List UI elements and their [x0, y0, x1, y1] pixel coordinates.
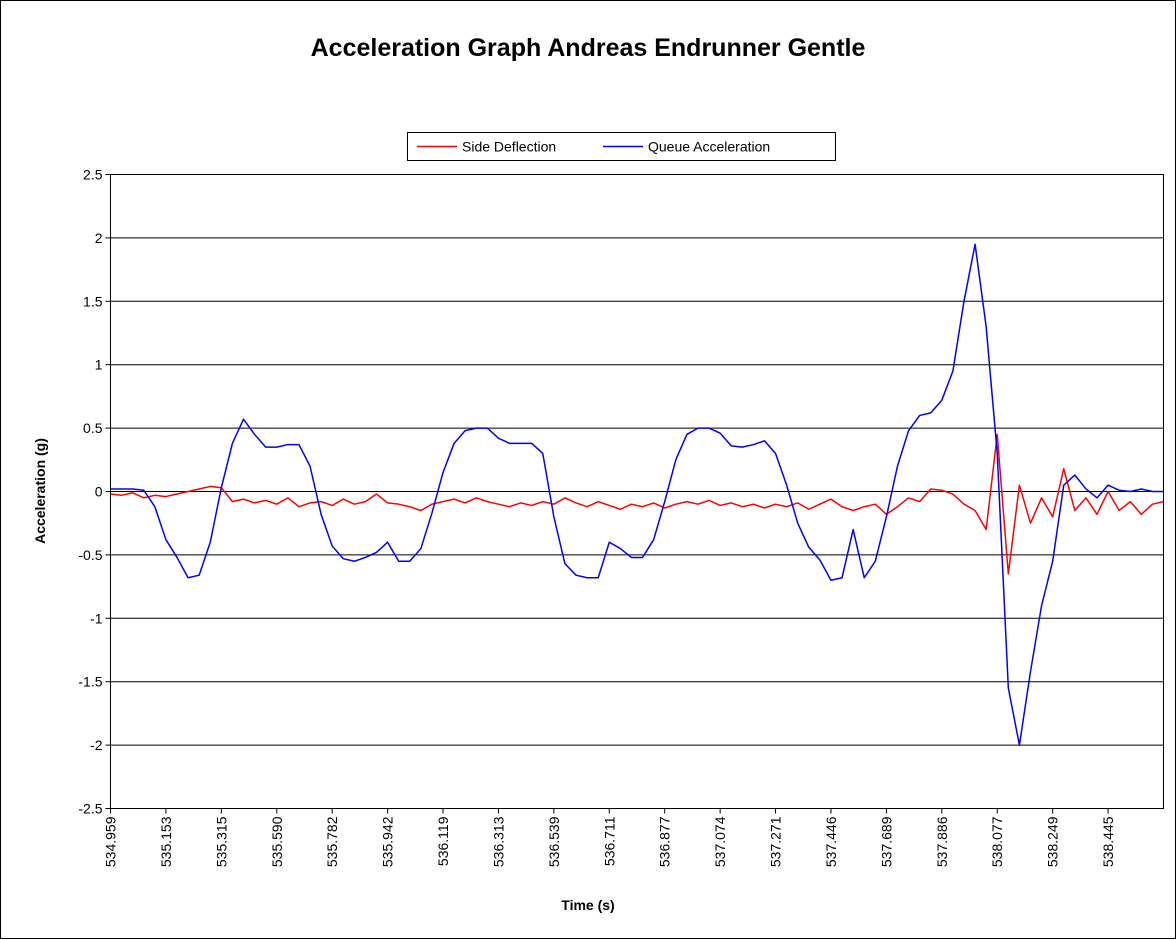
x-tick-label: 537.689 — [878, 816, 894, 867]
x-tick-label: 536.539 — [546, 816, 562, 867]
series-line — [110, 243, 1164, 746]
legend-label: Queue Acceleration — [648, 139, 770, 155]
y-tick-label: 1.5 — [83, 293, 103, 309]
y-tick-label: -2.5 — [78, 801, 102, 817]
x-tick-label: 537.886 — [934, 816, 950, 867]
x-tick-label: 535.590 — [269, 816, 285, 867]
x-tick-label: 534.959 — [103, 816, 119, 867]
y-tick-label: 0 — [95, 484, 103, 500]
x-tick-label: 538.249 — [1045, 816, 1061, 867]
x-tick-label: 536.877 — [657, 816, 673, 867]
x-tick-label: 536.119 — [435, 816, 451, 866]
x-tick-label: 535.315 — [213, 816, 229, 867]
legend-label: Side Deflection — [462, 139, 556, 155]
y-axis-label: Acceleration (g) — [32, 438, 48, 544]
x-tick-label: 535.153 — [158, 816, 174, 867]
chart-title: Acceleration Graph Andreas Endrunner Gen… — [311, 34, 866, 62]
x-tick-label: 537.074 — [712, 816, 728, 867]
y-tick-label: 2.5 — [83, 167, 103, 183]
y-tick-label: -1 — [90, 610, 103, 626]
y-tick-label: -2 — [90, 737, 103, 753]
x-tick-label: 535.942 — [380, 816, 396, 867]
x-tick-label: 538.445 — [1100, 816, 1116, 867]
series-line — [110, 433, 1164, 575]
x-tick-label: 535.782 — [324, 816, 340, 867]
y-tick-label: 2 — [95, 230, 103, 246]
y-tick-label: -0.5 — [78, 547, 102, 563]
x-tick-label: 538.077 — [989, 816, 1005, 867]
y-tick-label: 0.5 — [83, 420, 103, 436]
x-tick-label: 537.446 — [823, 816, 839, 867]
x-tick-label: 537.271 — [768, 816, 784, 867]
x-tick-label: 536.711 — [601, 816, 617, 866]
x-axis-label: Time (s) — [561, 897, 614, 913]
y-tick-label: -1.5 — [78, 674, 102, 690]
x-tick-label: 536.313 — [490, 816, 506, 867]
y-tick-label: 1 — [95, 357, 103, 373]
